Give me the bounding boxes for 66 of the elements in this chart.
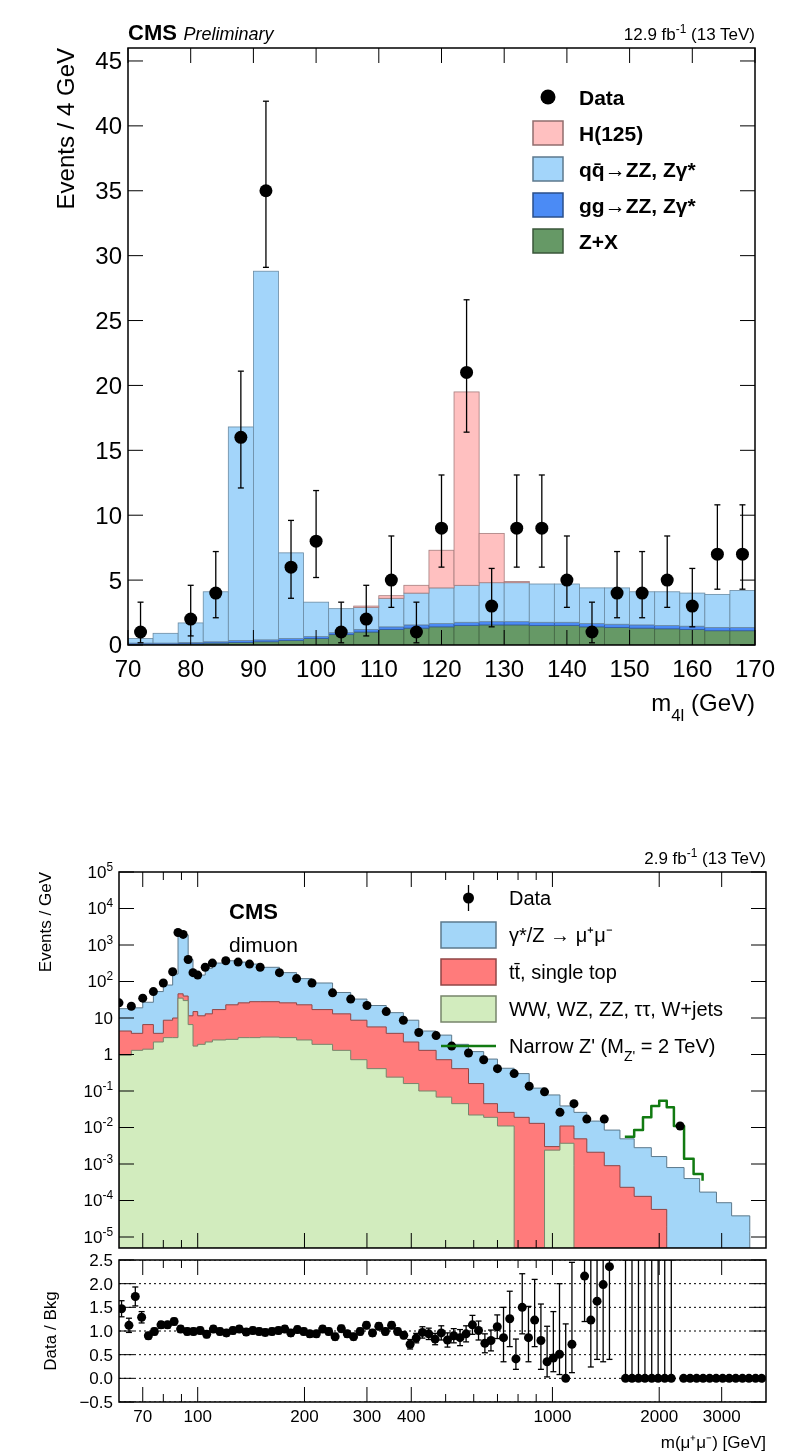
y-axis-title: Events / 4 GeV <box>52 48 79 210</box>
text: 12.9 fb$^{-1}$ (13 TeV) <box>623 22 755 44</box>
x-tick-label: 100 <box>296 655 337 682</box>
x-tick-label: 2000 <box>640 1407 679 1426</box>
y-tick-label: 25 <box>95 306 122 334</box>
y-tick-label: 10 <box>94 1008 113 1028</box>
x-tick-label: 170 <box>734 655 776 682</box>
legend-label: H(125) <box>579 121 644 145</box>
x-tick-label: 100 <box>183 1407 212 1426</box>
text: 2.9 fb$^{-1}$ (13 TeV) <box>644 846 766 868</box>
legend-label: Data <box>579 85 625 109</box>
y-tick-label: 15 <box>95 436 122 464</box>
y-tick-label: 0.5 <box>89 1345 113 1365</box>
y-tick-label: 1 <box>103 1045 113 1065</box>
x-tick-label: 140 <box>546 655 587 682</box>
x-tick-label: 70 <box>133 1407 153 1426</box>
x-tick-label: 1000 <box>533 1407 572 1426</box>
y-tick-label: 10$^{-1}$ <box>83 1078 114 1101</box>
x-tick-label: 130 <box>484 655 525 682</box>
y-tick-label: 0.0 <box>89 1369 113 1389</box>
y-tick-label: 10 <box>95 501 122 529</box>
x-tick-label: 80 <box>177 655 205 682</box>
x-tick-label: 90 <box>240 655 267 682</box>
x-axis-title: m$_{4l}$ (GeV) <box>651 689 755 725</box>
chart-title: CMS <box>128 20 177 45</box>
y-tick-label: 5 <box>108 566 122 594</box>
x-tick-label: 400 <box>397 1407 426 1426</box>
y-tick-label: 30 <box>95 242 122 270</box>
y-tick-label: 10$^{-2}$ <box>83 1115 114 1138</box>
y-tick-label: 45 <box>95 47 122 75</box>
legend-label: Data <box>509 887 553 910</box>
text: CMS <box>229 899 278 924</box>
y-axis-title: Data / Bkg <box>41 1291 60 1371</box>
y-tick-label: 2.0 <box>89 1274 113 1294</box>
y-tick-label: 1.0 <box>89 1321 113 1341</box>
legend-label: WW, WZ, ZZ, ττ, W+jets <box>509 998 724 1021</box>
legend-label: qq̄→ZZ, Zγ* <box>579 157 697 181</box>
y-tick-label: 2.5 <box>89 1250 113 1270</box>
y-tick-label: 35 <box>95 177 122 205</box>
x-tick-label: 3000 <box>702 1407 741 1426</box>
y-tick-label: 10$^{-4}$ <box>83 1188 114 1211</box>
y-tick-label: 40 <box>95 112 122 140</box>
y-axis-title: Events / GeV <box>36 871 55 973</box>
y-tick-label: 20 <box>95 371 122 399</box>
legend-label: Z+X <box>579 229 619 253</box>
y-tick-label: 10$^{4}$ <box>87 896 114 919</box>
x-axis-title: m(μ⁺μ⁻) [GeV] <box>660 1433 766 1452</box>
y-tick-label: 10$^{-5}$ <box>83 1224 114 1247</box>
legend-label: Narrow Z' (M$_{Z'}$ = 2 TeV) <box>509 1035 716 1065</box>
chart-subtitle: Preliminary <box>183 24 275 44</box>
y-tick-label: 10$^{-3}$ <box>83 1151 114 1174</box>
y-tick-label: −0.5 <box>79 1392 113 1412</box>
y-tick-label: 10$^{2}$ <box>87 969 114 992</box>
legend-label: γ*/Z → μ⁺μ⁻ <box>509 924 613 947</box>
legend-label: tt̄, single top <box>509 961 617 984</box>
text: dimuon <box>229 933 298 956</box>
x-tick-label: 110 <box>359 655 398 682</box>
y-tick-label: 1.5 <box>89 1298 113 1318</box>
y-tick-label: 10$^{3}$ <box>87 932 114 955</box>
x-tick-label: 150 <box>609 655 650 682</box>
x-tick-label: 160 <box>672 655 713 682</box>
x-tick-label: 200 <box>290 1407 319 1426</box>
legend-label: gg→ZZ, Zγ* <box>579 193 697 217</box>
x-tick-label: 120 <box>421 655 462 682</box>
y-tick-label: 10$^{5}$ <box>87 859 114 882</box>
x-tick-label: 300 <box>352 1407 382 1426</box>
